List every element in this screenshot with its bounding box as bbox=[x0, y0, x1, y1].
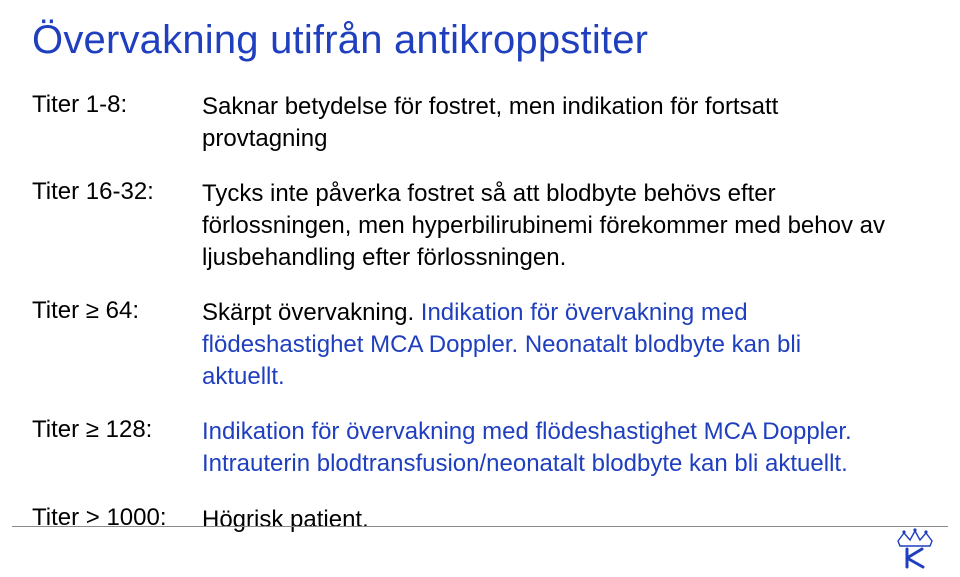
titer-row: Titer ≥ 128: Indikation för övervakning … bbox=[32, 416, 928, 479]
titer-desc-plain: Saknar betydelse för fostret, men indika… bbox=[202, 93, 778, 152]
letter-k bbox=[907, 549, 923, 567]
titer-row: Titer 16-32: Tycks inte påverka fostret … bbox=[32, 178, 928, 273]
titer-desc-plain: Skärpt övervakning. bbox=[202, 299, 421, 326]
footer-divider bbox=[12, 526, 948, 527]
titer-desc: Indikation för övervakning med flödeshas… bbox=[202, 416, 928, 479]
titer-row: Titer 1-8: Saknar betydelse för fostret,… bbox=[32, 91, 928, 154]
titer-desc-plain: Tycks inte påverka fostret så att blodby… bbox=[202, 180, 885, 270]
titer-desc: Högrisk patient. bbox=[202, 504, 928, 536]
slide: Övervakning utifrån antikroppstiter Tite… bbox=[0, 0, 960, 577]
titer-label: Titer ≥ 128: bbox=[32, 416, 202, 444]
titer-desc-plain: Högrisk patient. bbox=[202, 506, 369, 533]
titer-desc: Saknar betydelse för fostret, men indika… bbox=[202, 91, 928, 154]
titer-desc-highlight: Indikation för övervakning med flödeshas… bbox=[202, 418, 852, 477]
crown-k-logo-icon bbox=[892, 527, 938, 569]
content-rows: Titer 1-8: Saknar betydelse för fostret,… bbox=[32, 91, 928, 535]
titer-row: Titer ≥ 64: Skärpt övervakning. Indikati… bbox=[32, 297, 928, 392]
titer-desc: Tycks inte påverka fostret så att blodby… bbox=[202, 178, 928, 273]
titer-label: Titer ≥ 64: bbox=[32, 297, 202, 325]
titer-label: Titer 16-32: bbox=[32, 178, 202, 206]
titer-desc: Skärpt övervakning. Indikation för överv… bbox=[202, 297, 928, 392]
titer-label: Titer > 1000: bbox=[32, 504, 202, 532]
titer-label: Titer 1-8: bbox=[32, 91, 202, 119]
slide-title: Övervakning utifrån antikroppstiter bbox=[32, 18, 928, 63]
titer-row: Titer > 1000: Högrisk patient. bbox=[32, 504, 928, 536]
